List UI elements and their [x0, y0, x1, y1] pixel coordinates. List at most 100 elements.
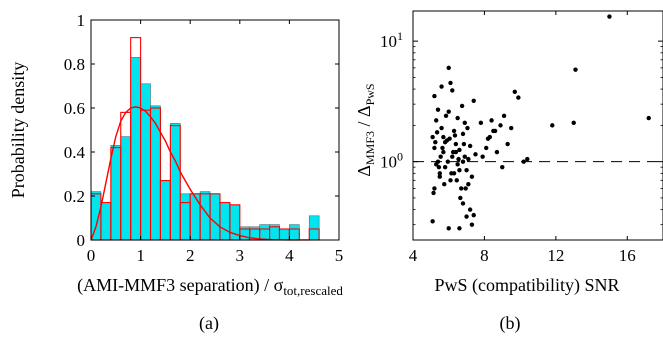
scatter-point: [525, 156, 530, 162]
scatter-point: [512, 89, 517, 94]
histogram-bar-filled: [279, 228, 290, 241]
scatter-point: [646, 115, 651, 121]
fit-curve: [90, 106, 310, 241]
scatter-point: [450, 88, 455, 93]
plot-frame: [412, 10, 663, 241]
x-tick-label: 3: [236, 246, 245, 265]
scatter-point: [455, 162, 460, 167]
scatter-point: [516, 95, 521, 100]
scatter-point: [465, 125, 470, 131]
scatter-point: [457, 226, 462, 231]
scatter-point: [462, 120, 467, 126]
scatter-point: [469, 222, 475, 227]
plot-frame: [90, 19, 340, 241]
scatter-point: [459, 186, 464, 191]
scatter-point: [430, 134, 435, 140]
scatter-point: [460, 201, 466, 206]
panel-label-a: (a): [199, 313, 219, 334]
scatter-point: [445, 159, 451, 164]
y-tick-label: 0.2: [64, 187, 85, 206]
scatter-point: [434, 162, 439, 167]
histogram-bar-filled: [110, 145, 122, 241]
histogram-bar-filled: [100, 202, 112, 241]
scatter-point: [454, 178, 459, 183]
scatter-point: [471, 98, 476, 103]
y-tick-label: 0.8: [64, 55, 85, 74]
y-tick-label: 0.6: [64, 99, 85, 118]
y-tick-label: 1: [77, 11, 86, 30]
scatter-point: [446, 109, 451, 114]
x-tick-label: 0: [87, 246, 96, 265]
scatter-point: [433, 140, 438, 145]
x-tick-label: 2: [186, 246, 195, 265]
scatter-point: [453, 149, 459, 155]
x-tick-label: 4: [285, 246, 294, 265]
scatter-point: [442, 182, 447, 187]
scatter-point: [450, 154, 455, 159]
scatter-point: [447, 136, 452, 141]
histogram-bar-filled: [259, 224, 270, 241]
y-axis-label: Probability density: [8, 62, 28, 199]
scatter-point: [492, 128, 498, 134]
y-tick-label: 0: [77, 231, 86, 250]
scatter-point: [432, 93, 437, 99]
scatter-point: [501, 113, 507, 119]
scatter-point: [505, 141, 510, 147]
scatter-point: [498, 123, 503, 128]
x-tick-label: 12: [547, 246, 564, 265]
scatter-point: [467, 143, 473, 149]
scatter-point: [439, 84, 444, 89]
scatter-point: [446, 65, 451, 71]
scatter-point: [430, 219, 435, 224]
histogram-bar-filled: [170, 123, 181, 241]
scatter-point: [484, 145, 489, 151]
scatter-point: [521, 159, 526, 164]
scatter-point: [500, 164, 505, 170]
scatter-point: [480, 154, 485, 159]
x-axis-label: PwS (compatibility) SNR: [434, 275, 619, 296]
scatter-point: [489, 118, 494, 123]
histogram-bar-filled: [120, 136, 131, 241]
scatter-point: [469, 174, 475, 179]
x-tick-label: 8: [480, 246, 489, 265]
panel-label-b: (b): [500, 313, 521, 334]
scatter-point: [457, 147, 462, 153]
scatter-point: [571, 120, 576, 126]
scatter-point: [451, 128, 457, 134]
scatter-point: [452, 133, 458, 138]
histogram-bar-filled: [150, 105, 161, 241]
scatter-point: [607, 14, 612, 19]
scatter-point: [434, 130, 440, 135]
scatter-point: [439, 125, 444, 131]
scatter-point: [436, 164, 442, 170]
x-tick-label: 16: [619, 246, 636, 265]
scatter-point: [461, 141, 467, 147]
histogram-bar-filled: [140, 83, 151, 241]
scatter-point: [464, 214, 469, 219]
scatter-point: [478, 120, 484, 126]
scatter-point: [466, 182, 471, 187]
scatter-point: [467, 207, 473, 212]
scatter-point: [441, 134, 446, 140]
scatter-point: [457, 167, 462, 173]
y-axis-label: ΔMMF3 / ΔPwS: [354, 83, 377, 176]
scatter-point: [485, 136, 491, 141]
scatter-point: [432, 186, 437, 191]
scatter-point: [509, 125, 514, 131]
histogram-panel: 0 1 2 3 4 5 0 0.2 0.4 0.6 0.8 1 Probability density…: [8, 11, 343, 334]
histogram-bar-filled: [179, 193, 191, 241]
scatter-point: [443, 113, 449, 119]
scatter-point: [448, 80, 453, 86]
histogram-bar-filled: [289, 224, 300, 241]
scatter-point: [446, 226, 451, 231]
scatter-point: [431, 190, 436, 196]
scatter-point: [451, 171, 457, 176]
y-tick-label: 101: [380, 29, 403, 51]
scatter-point: [459, 103, 465, 109]
scatter-point: [456, 156, 461, 162]
scatter-point: [437, 174, 442, 179]
x-tick-label: 1: [136, 246, 145, 265]
x-tick-label: 5: [335, 246, 344, 265]
histogram-bar-filled: [160, 180, 171, 241]
